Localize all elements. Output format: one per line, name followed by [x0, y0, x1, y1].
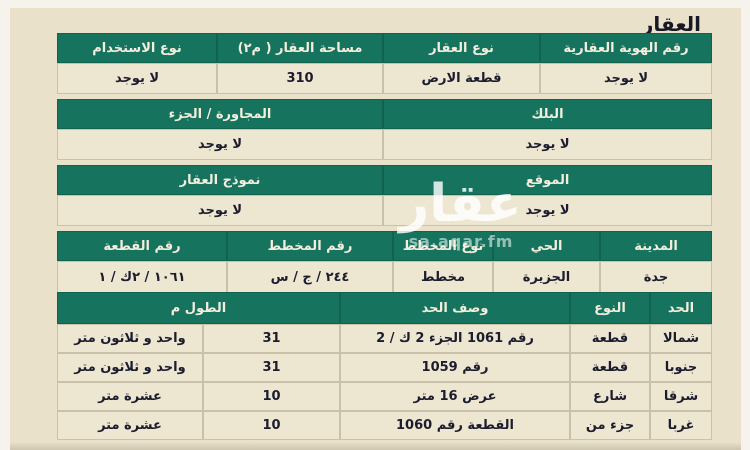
- header-plan-type: نوع المخطط: [393, 231, 493, 261]
- table-header-row: رقم الهوية العقارية نوع العقار مساحة الع…: [57, 33, 712, 63]
- header-usage-type: نوع الاستخدام: [57, 33, 217, 63]
- value-city: جدة: [600, 261, 712, 293]
- cell-boundary-desc: رقم 1061 الجزء 2 ك / 2: [340, 324, 570, 353]
- cell-length-text: عشرة متر: [57, 382, 203, 411]
- value-location: لا يوجد: [383, 195, 712, 226]
- header-identity-number: رقم الهوية العقارية: [540, 33, 712, 63]
- cell-boundary-side: غربا: [650, 411, 712, 440]
- header-property-model: نموذج العقار: [57, 165, 383, 195]
- cell-length-text: واحد و ثلاثون متر: [57, 324, 203, 353]
- table-row: غربا جزء من القطعة رقم 1060 10 عشرة متر: [57, 411, 712, 440]
- table-header-row: البلك المجاورة / الجزء: [57, 99, 712, 129]
- header-boundary: الحد: [650, 292, 712, 324]
- table-value-row: لا يوجد لا يوجد: [57, 195, 712, 226]
- cell-boundary-type: جزء من: [570, 411, 650, 440]
- table-header-row: الموقع نموذج العقار: [57, 165, 712, 195]
- cell-length-text: عشرة متر: [57, 411, 203, 440]
- value-block: لا يوجد: [383, 129, 712, 160]
- cell-boundary-desc: رقم 1059: [340, 353, 570, 382]
- value-plan-type: مخطط: [393, 261, 493, 293]
- header-boundary-desc: وصف الحد: [340, 292, 570, 324]
- table-header-row: الحد النوع وصف الحد الطول م: [57, 292, 712, 324]
- header-location: الموقع: [383, 165, 712, 195]
- cell-boundary-side: شرقا: [650, 382, 712, 411]
- value-usage-type: لا يوجد: [57, 63, 217, 94]
- property-section-plan: المدينة الحي نوع المخطط رقم المخطط رقم ا…: [57, 231, 712, 293]
- boundaries-table: الحد النوع وصف الحد الطول م شمالا قطعة ر…: [57, 292, 712, 440]
- cell-length-number: 31: [203, 324, 340, 353]
- table-value-row: لا يوجد قطعة الارض 310 لا يوجد: [57, 63, 712, 94]
- header-city: المدينة: [600, 231, 712, 261]
- header-boundary-type: النوع: [570, 292, 650, 324]
- value-property-model: لا يوجد: [57, 195, 383, 226]
- cell-boundary-type: قطعة: [570, 324, 650, 353]
- table-value-row: لا يوجد لا يوجد: [57, 129, 712, 160]
- cell-boundary-desc: القطعة رقم 1060: [340, 411, 570, 440]
- header-district: الحي: [493, 231, 600, 261]
- header-plot-number: رقم القطعة: [57, 231, 227, 261]
- value-property-type: قطعة الارض: [383, 63, 540, 94]
- cell-length-number: 10: [203, 382, 340, 411]
- table-row: شرقا شارع عرض 16 متر 10 عشرة متر: [57, 382, 712, 411]
- value-district: الجزيرة: [493, 261, 600, 293]
- header-length-m: الطول م: [57, 292, 340, 324]
- table-header-row: المدينة الحي نوع المخطط رقم المخطط رقم ا…: [57, 231, 712, 261]
- value-neighbor-part: لا يوجد: [57, 129, 383, 160]
- header-block: البلك: [383, 99, 712, 129]
- header-property-area: مساحة العقار ( م٢): [217, 33, 383, 63]
- cell-length-number: 31: [203, 353, 340, 382]
- document-background: العقار رقم الهوية العقارية نوع العقار مس…: [10, 8, 741, 450]
- property-table: رقم الهوية العقارية نوع العقار مساحة الع…: [57, 33, 712, 298]
- value-identity-number: لا يوجد: [540, 63, 712, 94]
- header-plan-number: رقم المخطط: [227, 231, 393, 261]
- value-plot-number: ١٠٦١ / ٢ك / ١: [57, 261, 227, 293]
- header-neighbor-part: المجاورة / الجزء: [57, 99, 383, 129]
- cell-boundary-type: قطعة: [570, 353, 650, 382]
- cell-boundary-side: شمالا: [650, 324, 712, 353]
- value-property-area: 310: [217, 63, 383, 94]
- cell-boundary-desc: عرض 16 متر: [340, 382, 570, 411]
- property-section-location: الموقع نموذج العقار لا يوجد لا يوجد: [57, 165, 712, 226]
- header-property-type: نوع العقار: [383, 33, 540, 63]
- cell-length-number: 10: [203, 411, 340, 440]
- cell-boundary-type: شارع: [570, 382, 650, 411]
- cell-boundary-side: جنوبا: [650, 353, 712, 382]
- value-plan-number: ٢٤٤ / ج / س: [227, 261, 393, 293]
- page-title: العقار: [641, 12, 701, 36]
- table-row: جنوبا قطعة رقم 1059 31 واحد و ثلاثون متر: [57, 353, 712, 382]
- table-row: شمالا قطعة رقم 1061 الجزء 2 ك / 2 31 واح…: [57, 324, 712, 353]
- cell-length-text: واحد و ثلاثون متر: [57, 353, 203, 382]
- property-section-block: البلك المجاورة / الجزء لا يوجد لا يوجد: [57, 99, 712, 160]
- property-section-identity: رقم الهوية العقارية نوع العقار مساحة الع…: [57, 33, 712, 94]
- table-value-row: جدة الجزيرة مخطط ٢٤٤ / ج / س ١٠٦١ / ٢ك /…: [57, 261, 712, 293]
